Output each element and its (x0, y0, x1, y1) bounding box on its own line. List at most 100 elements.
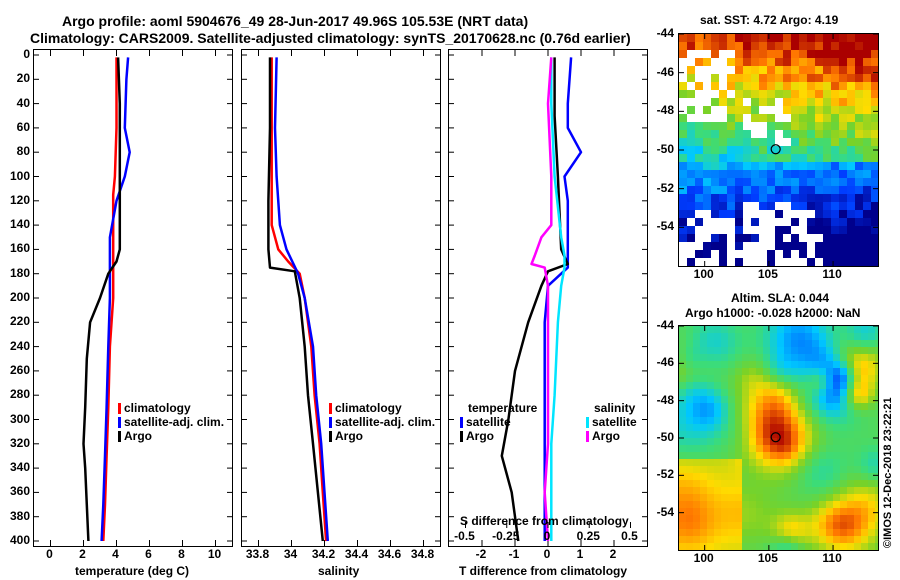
sst-cell (847, 186, 855, 194)
sla-cell (833, 389, 840, 396)
sla-cell (749, 368, 756, 375)
sst-cell (831, 114, 839, 122)
sla-cell (749, 445, 756, 452)
sst-cell (815, 202, 823, 210)
sst-cell (807, 178, 815, 186)
sst-cell (791, 194, 799, 202)
sst-cell (863, 34, 871, 42)
sst-cell (847, 234, 855, 242)
sla-cell (749, 354, 756, 361)
sla-cell (861, 368, 868, 375)
map-x-label: 110 (822, 551, 842, 565)
sst-cell (751, 90, 759, 98)
sla-cell (763, 543, 770, 550)
sla-cell (875, 445, 878, 452)
sst-cell (743, 162, 751, 170)
sla-cell (679, 417, 686, 424)
sst-cell (687, 42, 695, 50)
sst-cell (799, 42, 807, 50)
sst-cell (815, 186, 823, 194)
sla-cell (742, 333, 749, 340)
sla-cell (805, 466, 812, 473)
sst-cell (727, 194, 735, 202)
sla-cell (875, 333, 878, 340)
sst-cell (863, 58, 871, 66)
sla-cell (798, 403, 805, 410)
sla-cell (728, 431, 735, 438)
sla-cell (875, 347, 878, 354)
sst-cell (751, 34, 759, 42)
sst-cell (855, 98, 863, 106)
sla-cell (749, 459, 756, 466)
sst-cell (687, 154, 695, 162)
sst-cell (711, 138, 719, 146)
sla-cell (833, 445, 840, 452)
sla-cell (735, 480, 742, 487)
sla-cell (819, 375, 826, 382)
sla-cell (763, 473, 770, 480)
series-argo (267, 57, 325, 542)
legend-s-header: salinity (594, 401, 636, 415)
sst-cell (735, 154, 743, 162)
sla-cell (833, 438, 840, 445)
sst-cell (831, 186, 839, 194)
sla-cell (756, 438, 763, 445)
sst-cell (727, 170, 735, 178)
sst-cell (719, 170, 727, 178)
sla-cell (784, 340, 791, 347)
sla-cell (791, 431, 798, 438)
sla-cell (847, 410, 854, 417)
sst-map-image (679, 34, 878, 266)
depth-label: 80 (16, 144, 30, 159)
depth-label: 100 (9, 168, 30, 183)
sst-cell (847, 82, 855, 90)
sla-cell (749, 515, 756, 522)
sst-cell (791, 114, 799, 122)
sst-cell (743, 42, 751, 50)
sla-cell (756, 396, 763, 403)
sla-cell (784, 501, 791, 508)
sst-cell (815, 98, 823, 106)
sla-cell (847, 487, 854, 494)
sst-cell (799, 114, 807, 122)
sla-cell (700, 431, 707, 438)
sst-cell (831, 66, 839, 74)
sla-cell (840, 452, 847, 459)
sst-cell (679, 186, 687, 194)
sst-cell (831, 90, 839, 98)
sla-cell (861, 438, 868, 445)
sla-cell (777, 375, 784, 382)
sst-cell (863, 162, 871, 170)
sst-cell (847, 258, 855, 266)
sst-cell (815, 170, 823, 178)
sst-cell (711, 170, 719, 178)
sst-cell (719, 202, 727, 210)
sla-cell (721, 347, 728, 354)
sla-cell (735, 494, 742, 501)
sst-cell (799, 122, 807, 130)
sst-cell (815, 146, 823, 154)
sla-cell (693, 438, 700, 445)
sla-cell (749, 347, 756, 354)
sst-cell (719, 138, 727, 146)
sla-cell (693, 424, 700, 431)
sla-cell (777, 487, 784, 494)
sla-cell (714, 431, 721, 438)
sla-cell (700, 445, 707, 452)
sla-cell (728, 536, 735, 543)
sst-cell (775, 226, 783, 234)
sla-cell (777, 410, 784, 417)
sla-cell (693, 515, 700, 522)
sla-cell (700, 396, 707, 403)
sst-cell (767, 90, 775, 98)
sla-cell (742, 522, 749, 529)
sst-cell (751, 234, 759, 242)
sst-cell (775, 178, 783, 186)
sla-cell (833, 417, 840, 424)
sla-cell (714, 459, 721, 466)
sst-cell (823, 74, 831, 82)
sst-cell (679, 178, 687, 186)
sla-cell (833, 431, 840, 438)
sst-cell (775, 186, 783, 194)
sst-cell (783, 42, 791, 50)
